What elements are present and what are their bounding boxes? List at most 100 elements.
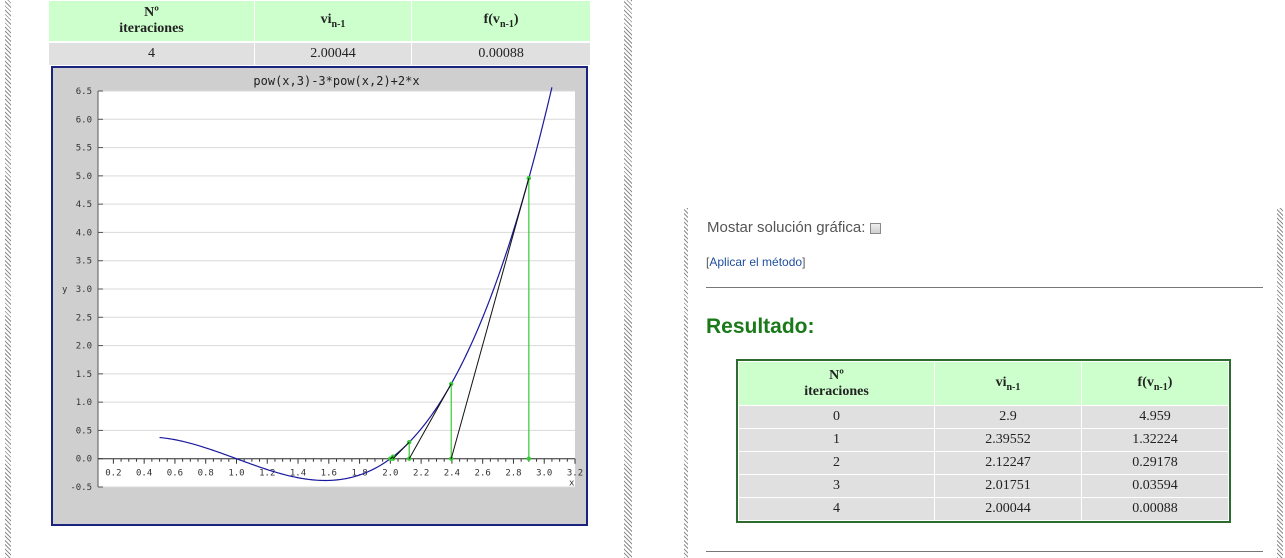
mostrar-solucion-label: Mostar solución gráfica:	[707, 219, 866, 236]
table-header-row: Nº iteraciones vin-1 f(vn-1)	[738, 361, 1229, 406]
function-curve	[159, 87, 553, 482]
header-n-symbol: Nº	[829, 367, 844, 383]
x-tick-label: 2.2	[413, 469, 429, 479]
x-axis-label: x	[569, 479, 575, 489]
x-tick-label: 1.6	[321, 469, 337, 479]
header-vi-sub: n-1	[331, 18, 346, 30]
cell-vi: 2.00044	[934, 497, 1082, 521]
secant-line	[408, 383, 452, 459]
table-row: 3 2.01751 0.03594	[738, 474, 1229, 498]
y-tick-label: 4.0	[76, 228, 92, 238]
cell-f: 0.03594	[1081, 474, 1229, 498]
y-tick-label: 5.0	[76, 172, 92, 182]
left-inner-border-pattern	[624, 0, 632, 558]
bracket-close: ]	[802, 255, 806, 269]
header-iteraciones-label: iteraciones	[119, 21, 184, 36]
table-row: 0 2.9 4.959	[738, 405, 1229, 429]
y-tick-label: 4.5	[76, 200, 92, 210]
aplicar-metodo-link[interactable]: [Aplicar el método]	[706, 255, 805, 269]
cell-vi: 2.12247	[934, 451, 1082, 475]
y-tick-label: 1.0	[76, 398, 92, 408]
y-tick-label: 0.5	[76, 426, 92, 436]
x-tick-label: 0.8	[198, 469, 214, 479]
cell-n: 0	[738, 405, 935, 429]
cell-f: 0.00088	[411, 41, 591, 66]
cell-n: 1	[738, 428, 935, 452]
left-border-pattern	[5, 0, 11, 558]
secant-line	[390, 456, 394, 460]
x-tick-label: 2.4	[444, 469, 460, 479]
cell-n: 3	[738, 474, 935, 498]
cell-vi: 2.00044	[253, 41, 413, 66]
table-header-row: Nº iteraciones vin-1 f(vn-1)	[48, 0, 591, 43]
right-panel-right-border	[1277, 208, 1283, 558]
left-panel: Nº iteraciones vin-1 f(vn-1) 4 2.00044 0…	[0, 0, 640, 558]
table-row: 1 2.39552 1.32224	[738, 428, 1229, 452]
header-f-close: )	[513, 12, 519, 28]
aplicar-metodo-text[interactable]: Aplicar el método	[709, 255, 803, 269]
header-f-base: f(v	[1137, 374, 1154, 390]
graph-frame: -0.5 0.0 0.5 1.0 1.5 2.0 2.5 3.0 3.5 4.0 4.5 5.0 5.5…	[51, 66, 588, 526]
y-tick-label: 5.5	[76, 144, 92, 154]
right-panel: Mostar solución gráfica: [Aplicar el mét…	[684, 208, 1285, 558]
function-graph: -0.5 0.0 0.5 1.0 1.5 2.0 2.5 3.0 3.5 4.0 4.5 5.0 5.5…	[62, 74, 583, 493]
header-f-sub: n-1	[1153, 381, 1168, 393]
x-tick-label: 1.4	[290, 469, 306, 479]
y-tick-label: 3.0	[76, 285, 92, 295]
x-tick-label: 0.4	[136, 469, 152, 479]
cell-n: 4	[48, 41, 255, 66]
cell-f: 0.00088	[1081, 497, 1229, 521]
x-tick-label: 0.2	[105, 469, 121, 479]
iteration-root-point	[526, 456, 532, 461]
cell-vi: 2.39552	[934, 428, 1082, 452]
chart-title: pow(x,3)-3*pow(x,2)+2*x	[253, 74, 419, 88]
y-axis-label: y	[62, 285, 68, 295]
table-row: 4 2.00044 0.00088	[48, 41, 591, 66]
results-table-frame: Nº iteraciones vin-1 f(vn-1) 0 2.9 4.959 1…	[736, 359, 1231, 523]
header-f-close: )	[1167, 374, 1173, 390]
header-n-symbol: Nº	[144, 5, 159, 20]
cell-f: 1.32224	[1081, 428, 1229, 452]
resultado-heading: Resultado:	[706, 315, 815, 338]
bracket-open: [	[706, 255, 710, 269]
y-tick-label: -0.5	[70, 483, 92, 493]
cell-f: 4.959	[1081, 405, 1229, 429]
x-tick-label: 2.0	[382, 469, 398, 479]
header-iteraciones-label: iteraciones	[804, 383, 869, 399]
x-tick-label: 3.2	[567, 469, 583, 479]
y-tick-label: 2.0	[76, 342, 92, 352]
y-tick-label: 6.5	[76, 87, 92, 97]
col-header-vi: vin-1	[253, 0, 413, 43]
y-tick-label: 1.5	[76, 370, 92, 380]
x-tick-label: 1.0	[228, 469, 244, 479]
x-tick-label: 1.2	[259, 469, 275, 479]
table-row: 2 2.12247 0.29178	[738, 451, 1229, 475]
table-row: 4 2.00044 0.00088	[738, 497, 1229, 521]
secant-line	[450, 178, 530, 459]
y-tick-label: 0.0	[76, 455, 92, 465]
cell-n: 4	[738, 497, 935, 521]
y-tick-label: 3.5	[76, 257, 92, 267]
x-tick-label: 1.8	[351, 469, 367, 479]
secant-line	[392, 441, 410, 460]
divider-top	[706, 287, 1263, 288]
x-tick-label: 2.6	[475, 469, 491, 479]
top-results-table: Nº iteraciones vin-1 f(vn-1) 4 2.00044 0…	[48, 0, 591, 66]
cell-f: 0.29178	[1081, 451, 1229, 475]
cell-vi: 2.01751	[934, 474, 1082, 498]
col-header-vi: vin-1	[934, 361, 1082, 406]
results-table: Nº iteraciones vin-1 f(vn-1) 0 2.9 4.959 1…	[738, 361, 1229, 521]
x-tick-label: 2.8	[505, 469, 521, 479]
col-header-f: f(vn-1)	[411, 0, 591, 43]
mostrar-solucion-checkbox[interactable]	[870, 223, 881, 234]
iteration-root-point	[449, 456, 454, 461]
cell-vi: 2.9	[934, 405, 1082, 429]
x-tick-label: 0.6	[167, 469, 183, 479]
col-header-iteraciones: Nº iteraciones	[738, 361, 935, 406]
header-vi-base: vi	[320, 12, 332, 28]
header-vi-base: vi	[995, 374, 1007, 390]
col-header-f: f(vn-1)	[1081, 361, 1229, 406]
y-tick-label: 6.0	[76, 115, 92, 125]
header-f-base: f(v	[483, 12, 500, 28]
col-header-iteraciones: Nº iteraciones	[48, 0, 255, 43]
